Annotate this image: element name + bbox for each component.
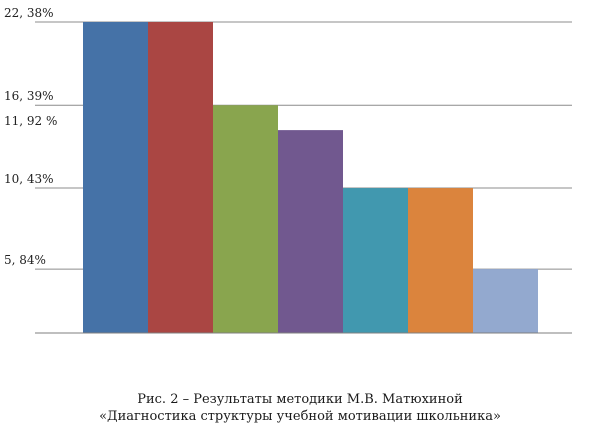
- y-tick-label-0: 22, 38%: [4, 6, 54, 20]
- bar-chart: 22, 38% 16, 39% 11, 92 % 10, 43% 5, 84%: [4, 6, 572, 334]
- y-tick-label-2: 11, 92 %: [4, 114, 57, 128]
- y-tick-labels: 22, 38% 16, 39% 11, 92 % 10, 43% 5, 84%: [4, 6, 57, 267]
- y-tick-label-1: 16, 39%: [4, 89, 54, 103]
- bars: [83, 22, 538, 334]
- bar-5: [343, 188, 408, 333]
- bar-1: [83, 22, 148, 333]
- bar-3: [213, 105, 278, 334]
- bar-6: [408, 188, 473, 333]
- bar-7: [473, 269, 538, 333]
- y-tick-label-4: 5, 84%: [4, 253, 46, 267]
- figure-caption-subtitle: «Диагностика структуры учебной мотивации…: [99, 409, 501, 424]
- y-tick-label-3: 10, 43%: [4, 172, 54, 186]
- bar-2: [148, 22, 213, 333]
- bar-4: [278, 130, 343, 333]
- figure-caption-title: Рис. 2 – Результаты методики М.В. Матюхи…: [137, 392, 463, 407]
